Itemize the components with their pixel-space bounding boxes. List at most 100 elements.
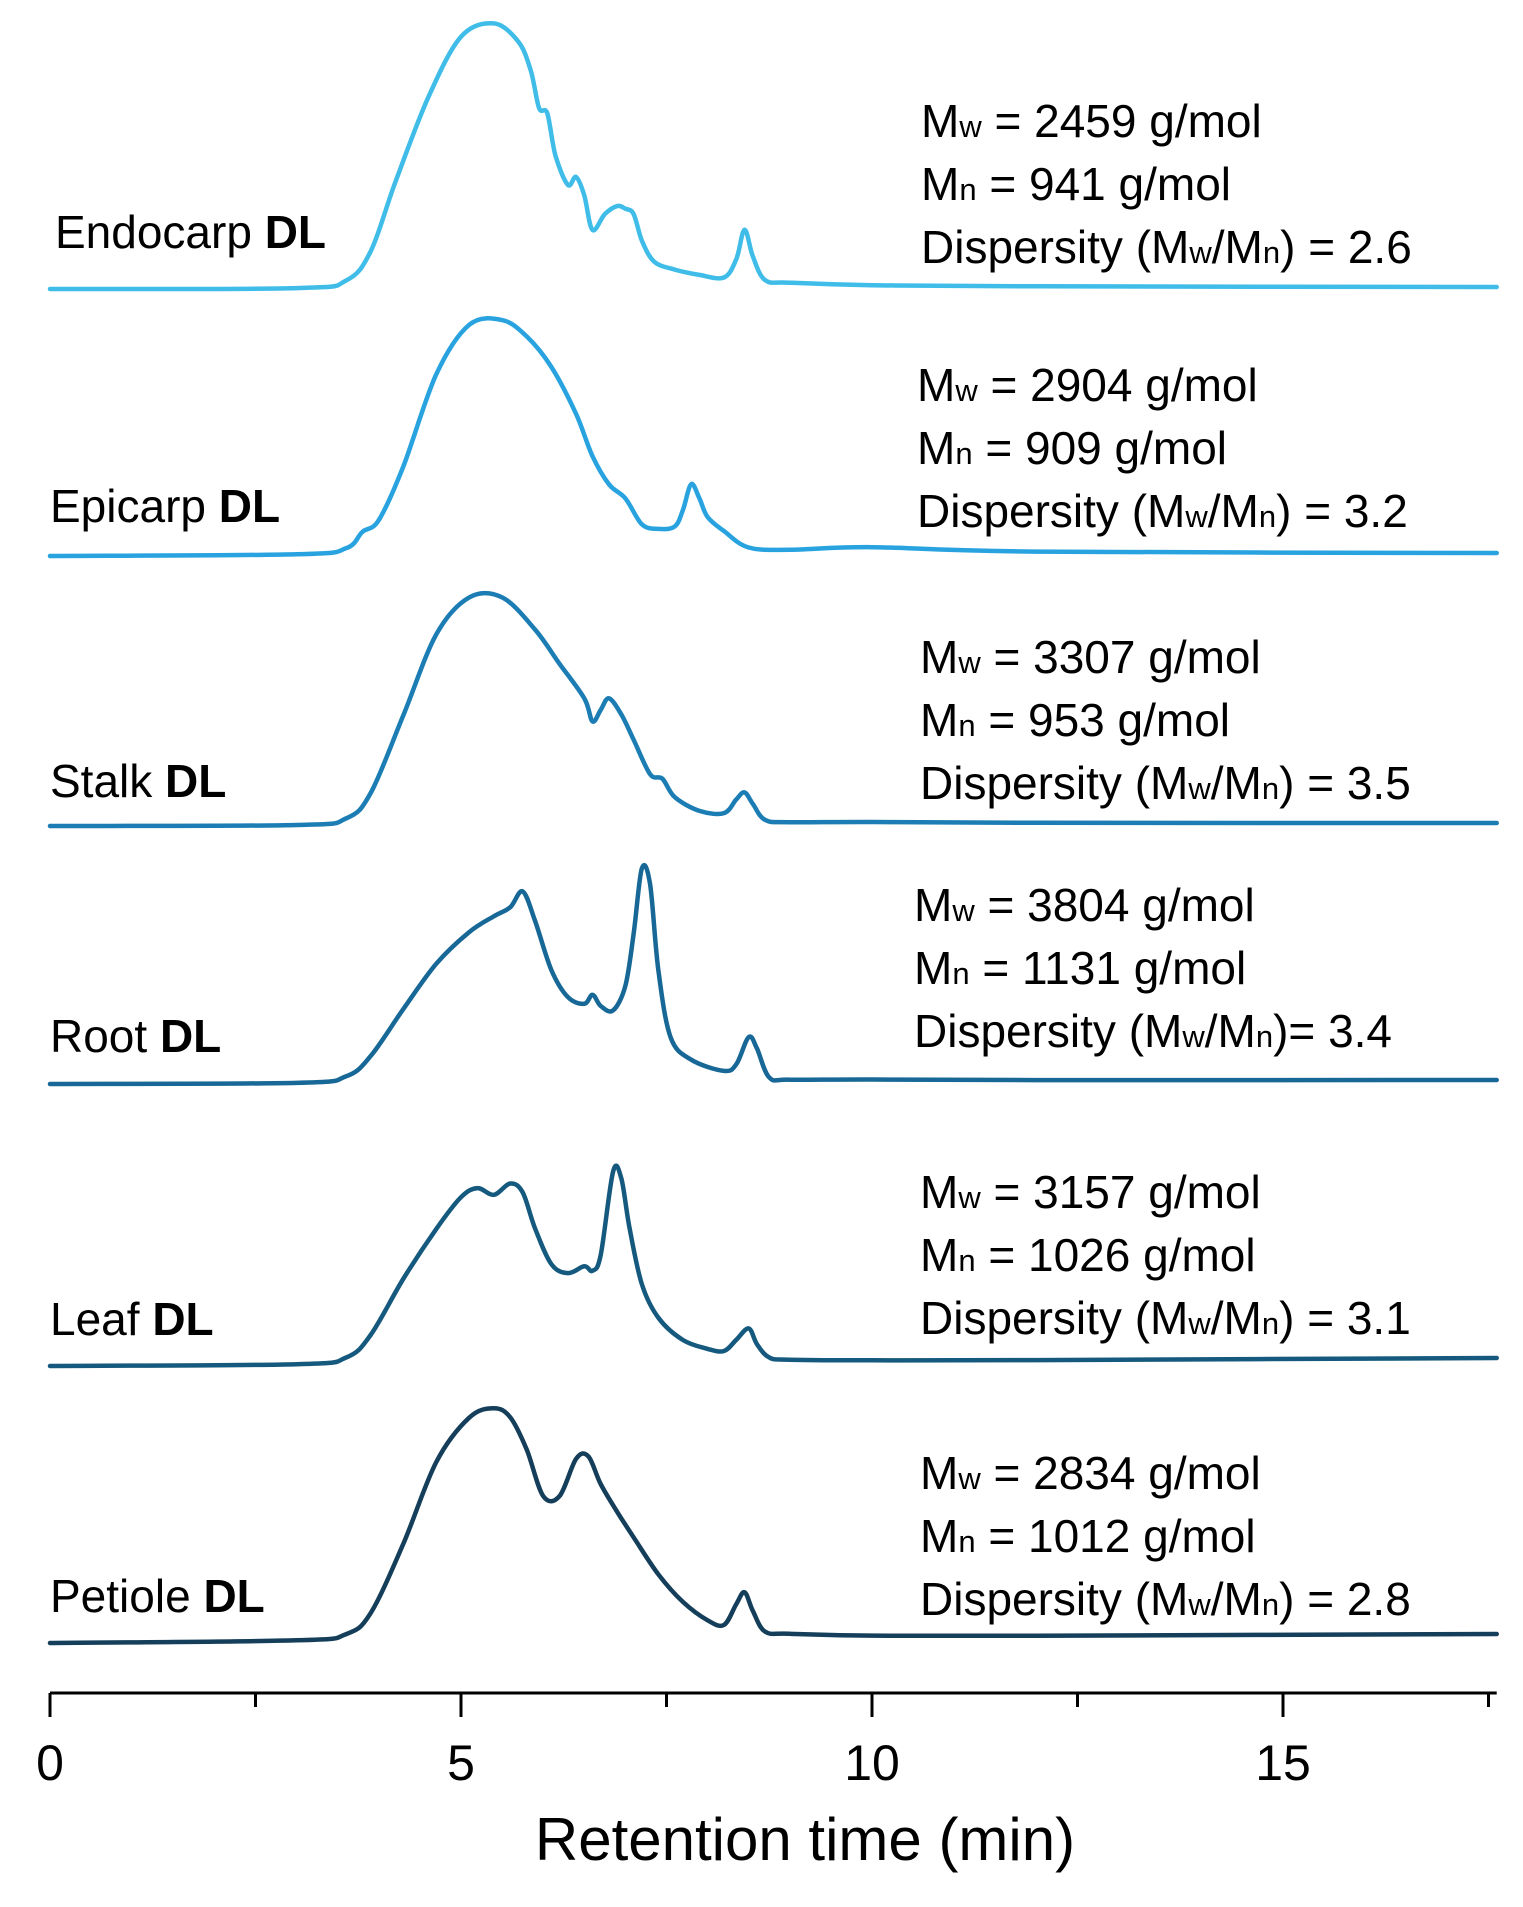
disp-mw-subscript: w: [1187, 771, 1211, 806]
disp-mn-subscript: n: [1256, 1019, 1273, 1054]
mw-value-root: = 3804 g/mol: [975, 879, 1255, 931]
x-tick-label: 5: [447, 1735, 475, 1791]
label-petiole-name: Petiole: [50, 1570, 203, 1622]
label-petiole-dl: DL: [203, 1570, 264, 1622]
mw-subscript: w: [957, 645, 981, 680]
disp-mw-symbol: M: [1150, 1292, 1188, 1344]
disp-mn-symbol: M: [1225, 221, 1263, 273]
disp-mw-subscript: w: [1187, 1306, 1211, 1341]
trace-leaf: [47, 1163, 1499, 1369]
stat-dispersity-petiole: Dispersity (Mw/Mn) = 2.8: [920, 1573, 1411, 1625]
disp-mn-symbol: M: [1224, 1573, 1262, 1625]
label-stalk-name: Stalk: [50, 755, 165, 807]
dispersity-value-epicarp: ) = 3.2: [1276, 485, 1408, 537]
mn-subscript: n: [958, 708, 975, 743]
mn-subscript: n: [958, 1243, 975, 1278]
mn-subscript: n: [952, 956, 969, 991]
disp-mw-subscript: w: [1187, 1587, 1211, 1622]
mn-symbol: M: [921, 158, 959, 210]
label-root-dl: DL: [160, 1010, 221, 1062]
label-epicarp-dl: DL: [219, 480, 280, 532]
stat-dispersity-endocarp: Dispersity (Mw/Mn) = 2.6: [921, 221, 1412, 273]
disp-mn-symbol: M: [1224, 1292, 1262, 1344]
stat-mw-leaf: Mw = 3157 g/mol: [920, 1166, 1261, 1218]
dispersity-prefix: Dispersity (: [920, 757, 1151, 809]
dispersity-prefix: Dispersity (: [921, 221, 1152, 273]
stat-mn-leaf: Mn = 1026 g/mol: [920, 1229, 1256, 1281]
disp-mn-symbol: M: [1224, 757, 1262, 809]
disp-mn-subscript: n: [1263, 235, 1280, 270]
dispersity-value-leaf: ) = 3.1: [1279, 1292, 1411, 1344]
mn-value-petiole: = 1012 g/mol: [976, 1510, 1256, 1562]
x-tick-label: 10: [844, 1735, 900, 1791]
trace-epicarp: [47, 316, 1499, 559]
dispersity-value-stalk: ) = 3.5: [1279, 757, 1411, 809]
mw-value-endocarp: = 2459 g/mol: [982, 95, 1262, 147]
disp-slash: /: [1205, 1005, 1218, 1057]
mw-symbol: M: [920, 1166, 958, 1218]
dispersity-value-petiole: ) = 2.8: [1279, 1573, 1411, 1625]
trace-stalk: [47, 590, 1499, 829]
mw-value-petiole: = 2834 g/mol: [981, 1447, 1261, 1499]
stat-mn-endocarp: Mn = 941 g/mol: [921, 158, 1231, 210]
stat-mw-epicarp: Mw = 2904 g/mol: [917, 359, 1258, 411]
mw-value-epicarp: = 2904 g/mol: [978, 359, 1258, 411]
disp-slash: /: [1211, 1292, 1224, 1344]
mn-symbol: M: [920, 1229, 958, 1281]
mw-subscript: w: [957, 1180, 981, 1215]
stat-mw-petiole: Mw = 2834 g/mol: [920, 1447, 1261, 1499]
stats-epicarp: Mw = 2904 g/mol Mn = 909 g/mol Dispersity …: [917, 359, 1408, 537]
disp-slash: /: [1211, 757, 1224, 809]
mw-subscript: w: [957, 1461, 981, 1496]
dispersity-value-endocarp: ) = 2.6: [1280, 221, 1412, 273]
mw-subscript: w: [951, 893, 975, 928]
mn-value-leaf: = 1026 g/mol: [976, 1229, 1256, 1281]
label-leaf: Leaf DL: [50, 1293, 214, 1345]
label-leaf-name: Leaf: [50, 1293, 152, 1345]
label-root: Root DL: [50, 1010, 221, 1062]
mw-subscript: w: [958, 109, 982, 144]
disp-slash: /: [1212, 221, 1225, 273]
x-tick-label: 15: [1255, 1735, 1311, 1791]
dispersity-value-root: )= 3.4: [1273, 1005, 1392, 1057]
mn-value-endocarp: = 941 g/mol: [977, 158, 1231, 210]
dispersity-prefix: Dispersity (: [914, 1005, 1145, 1057]
disp-mw-subscript: w: [1181, 1019, 1205, 1054]
dispersity-prefix: Dispersity (: [920, 1573, 1151, 1625]
mn-symbol: M: [917, 422, 955, 474]
mw-symbol: M: [920, 631, 958, 683]
mw-symbol: M: [917, 359, 955, 411]
mn-subscript: n: [955, 436, 972, 471]
label-epicarp-name: Epicarp: [50, 480, 219, 532]
label-endocarp-dl: DL: [265, 206, 326, 258]
mn-value-root: = 1131 g/mol: [970, 942, 1247, 994]
label-petiole: Petiole DL: [50, 1570, 265, 1622]
mw-subscript: w: [954, 373, 978, 408]
mw-value-stalk: = 3307 g/mol: [981, 631, 1261, 683]
mn-symbol: M: [914, 942, 952, 994]
x-axis: 0 5 10 15: [36, 1691, 1497, 1791]
stat-mn-epicarp: Mn = 909 g/mol: [917, 422, 1227, 474]
traces-group: [47, 20, 1499, 1646]
disp-mn-subscript: n: [1262, 1306, 1279, 1341]
disp-slash: /: [1211, 1573, 1224, 1625]
disp-mw-subscript: w: [1184, 499, 1208, 534]
disp-mn-symbol: M: [1218, 1005, 1256, 1057]
stat-dispersity-leaf: Dispersity (Mw/Mn) = 3.1: [920, 1292, 1411, 1344]
disp-mw-symbol: M: [1150, 1573, 1188, 1625]
disp-mn-subscript: n: [1262, 771, 1279, 806]
x-axis-title: Retention time (min): [535, 1806, 1075, 1873]
disp-mw-symbol: M: [1150, 757, 1188, 809]
stat-mw-root: Mw = 3804 g/mol: [914, 879, 1255, 931]
mw-symbol: M: [921, 95, 959, 147]
label-endocarp-name: Endocarp: [55, 206, 265, 258]
mn-symbol: M: [920, 694, 958, 746]
mn-symbol: M: [920, 1510, 958, 1562]
disp-slash: /: [1208, 485, 1221, 537]
dispersity-prefix: Dispersity (: [917, 485, 1148, 537]
